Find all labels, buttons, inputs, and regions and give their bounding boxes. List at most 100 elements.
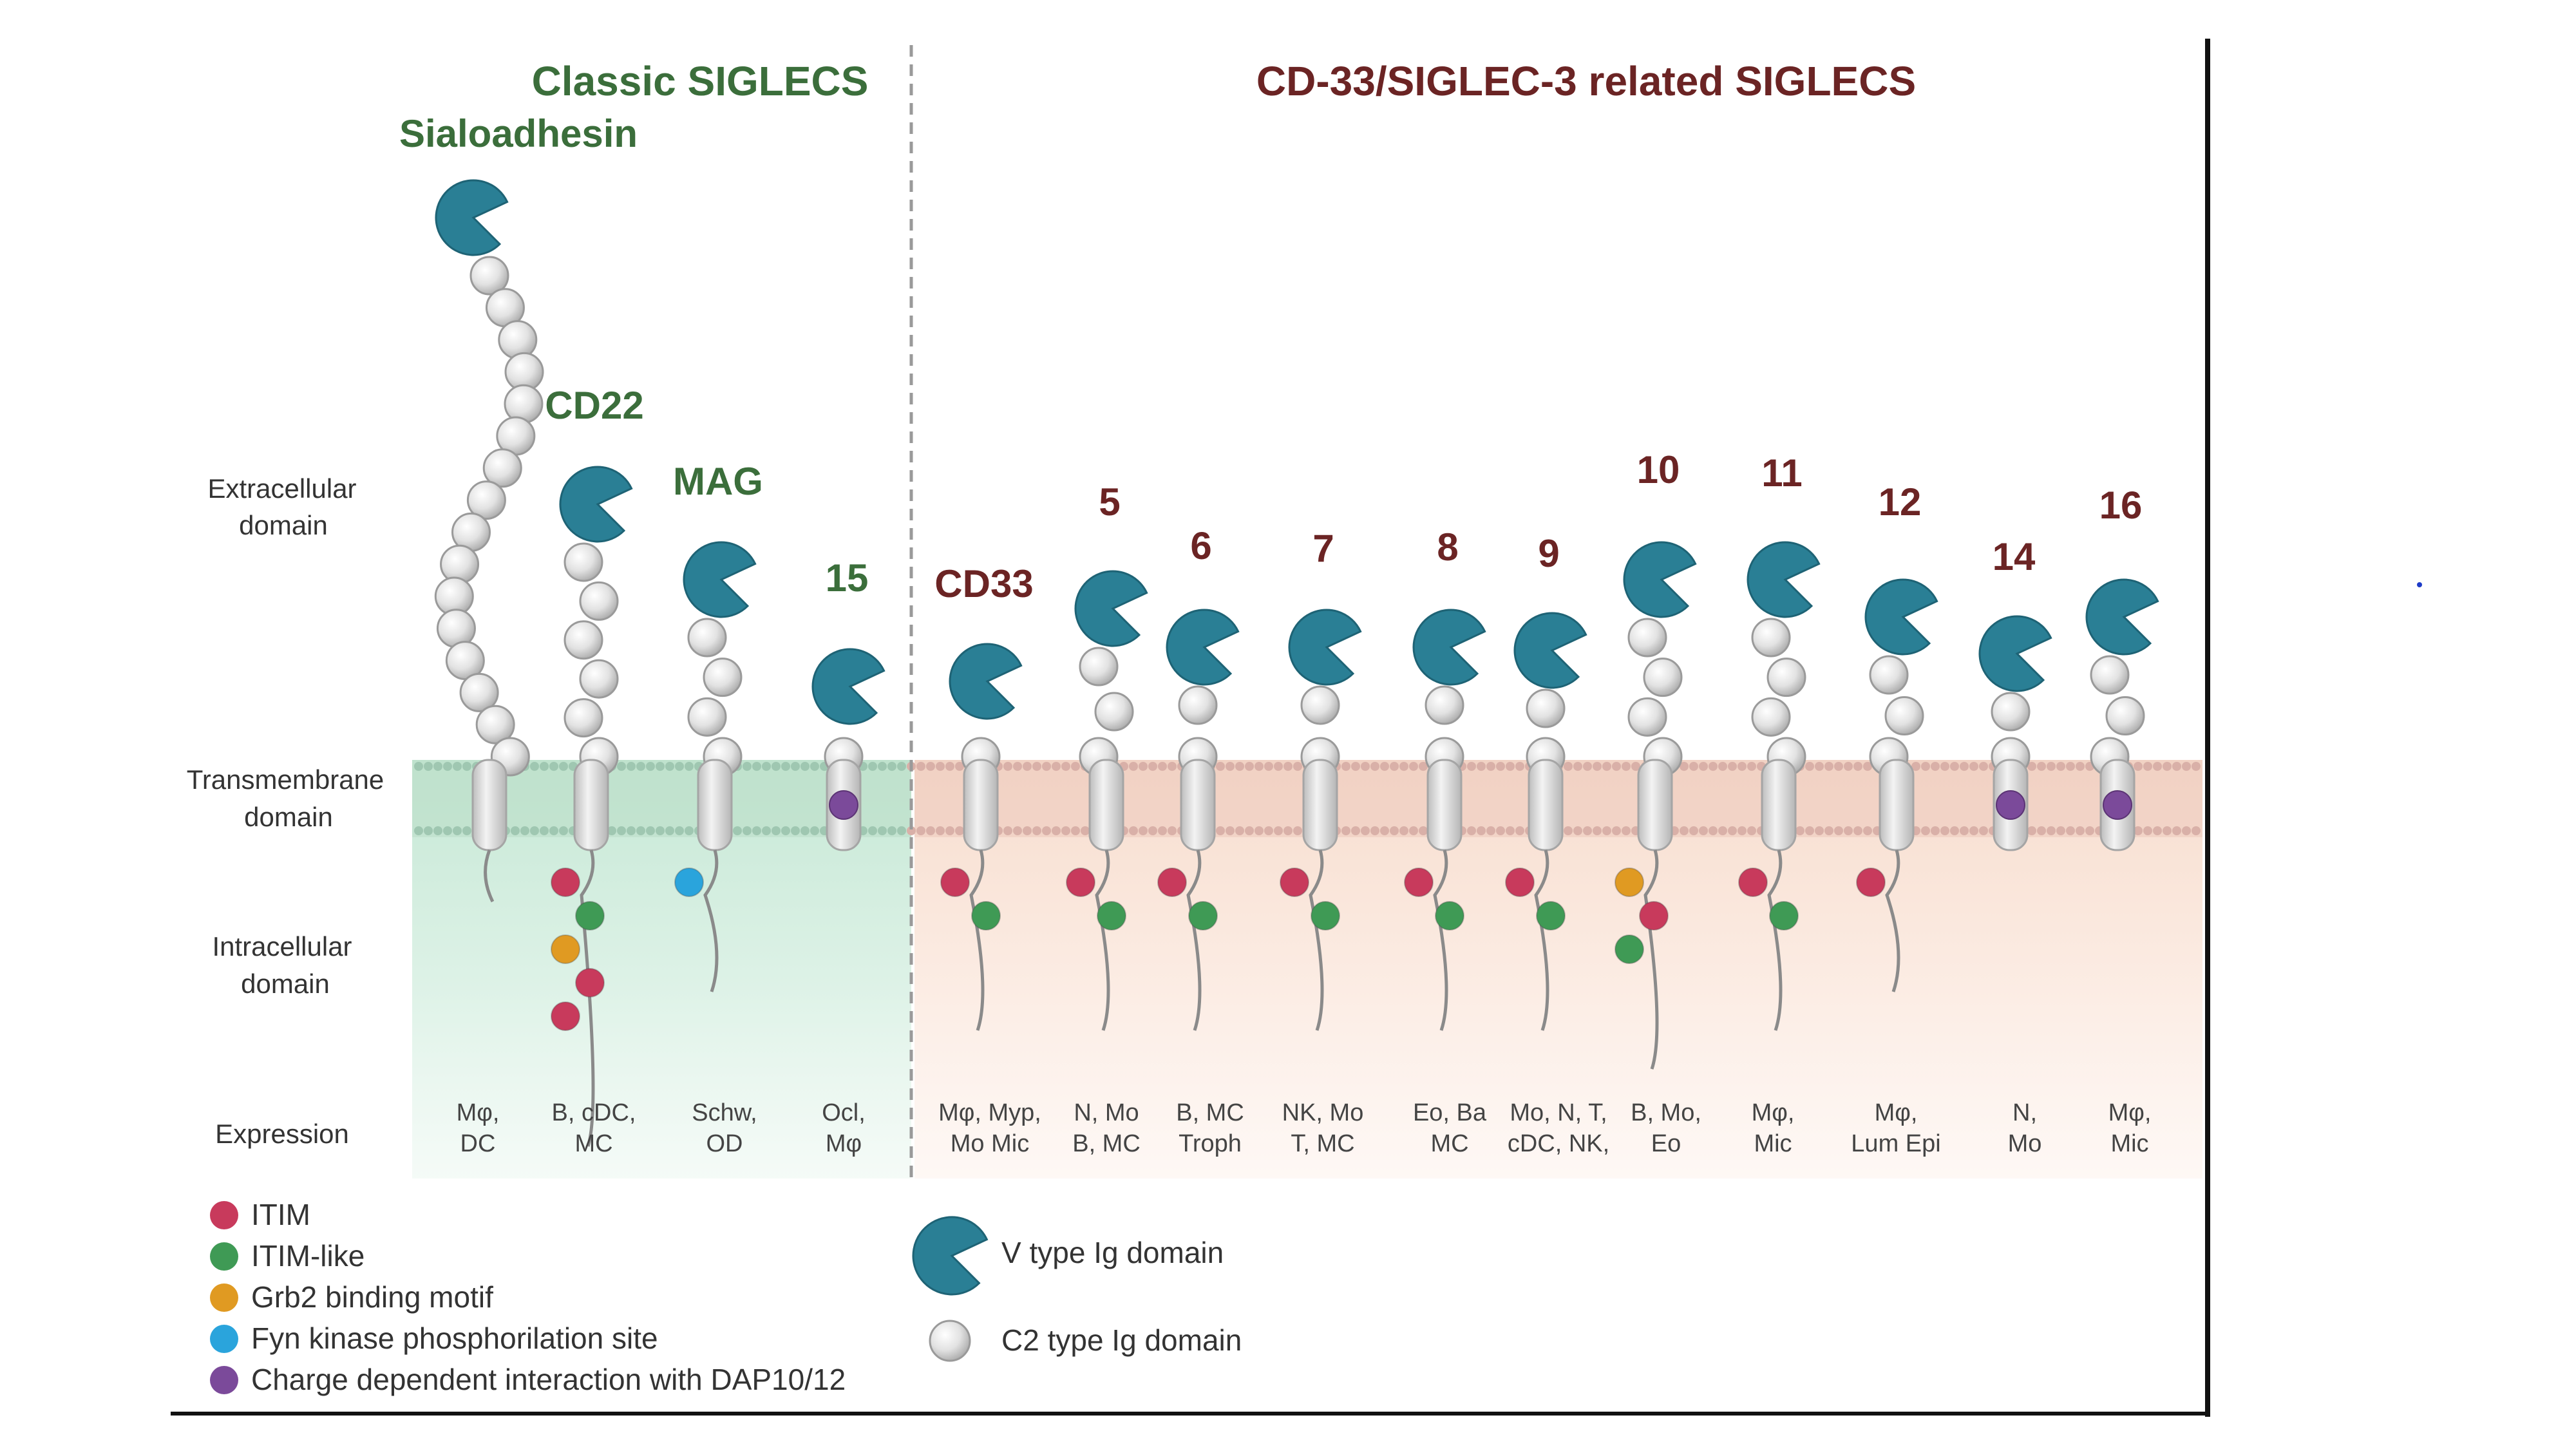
- c2-domain-icon: [504, 384, 544, 424]
- siglec-mag: MAG Schw, OD: [673, 460, 763, 1157]
- membrane-bead: [1515, 826, 1524, 835]
- expression-text: cDC, NK,: [1508, 1130, 1609, 1157]
- membrane-bead: [453, 762, 462, 771]
- c2-domain-icon: [475, 705, 515, 744]
- membrane-bead: [665, 826, 674, 835]
- c2-domain-icon: [687, 697, 727, 737]
- membrane-bead: [1341, 762, 1350, 771]
- membrane-bead: [2172, 762, 2181, 771]
- membrane-bead: [1158, 762, 1167, 771]
- legend-fyn-label: Fyn kinase phosphorilation site: [251, 1321, 658, 1355]
- c2-domain-icon: [459, 672, 499, 712]
- membrane-bead: [559, 826, 568, 835]
- membrane-bead: [1583, 826, 1592, 835]
- membrane-bead: [1612, 762, 1621, 771]
- membrane-bead: [627, 826, 636, 835]
- membrane-bead: [1950, 762, 1959, 771]
- membrane-bead: [675, 762, 684, 771]
- motif-itim: [575, 968, 605, 998]
- membrane-bead: [540, 762, 549, 771]
- siglec-8: 8 Eo, Ba MC: [1404, 526, 1487, 1157]
- siglec-6: 6 B, MC Troph: [1157, 524, 1244, 1157]
- membrane-bead: [1815, 826, 1824, 835]
- motif-grb2: [551, 934, 580, 964]
- membrane-bead: [1583, 762, 1592, 771]
- siglec-proteins: Sialoadhesin Mφ, DC CD22 B, cDC, MC MAG Schw, OD…: [399, 112, 2159, 1157]
- siglec-name: CD33: [934, 562, 1033, 605]
- membrane-bead: [1042, 762, 1051, 771]
- membrane-bead: [781, 826, 790, 835]
- membrane-bead: [1969, 826, 1978, 835]
- v-domain-icon: [1978, 615, 2052, 692]
- membrane-bead: [549, 826, 558, 835]
- membrane-bead: [617, 826, 626, 835]
- membrane-bead: [1496, 762, 1505, 771]
- motif-itim: [551, 867, 580, 897]
- membrane-bead: [656, 762, 665, 771]
- membrane-bead: [2134, 762, 2143, 771]
- siglec-11: 11 Mφ, Mic: [1738, 451, 1821, 1157]
- membrane-bead: [453, 826, 462, 835]
- siglec-7: 7 NK, Mo T, MC: [1280, 527, 1363, 1157]
- membrane-bead: [1013, 826, 1022, 835]
- membrane-bead: [1351, 826, 1360, 835]
- motif-itim: [551, 1001, 580, 1031]
- membrane-bead: [733, 826, 742, 835]
- membrane-bead: [636, 826, 645, 835]
- membrane-bead: [1255, 826, 1264, 835]
- siglec-5: 5 N, Mo B, MC: [1066, 480, 1148, 1157]
- membrane-bead: [1602, 826, 1611, 835]
- membrane-bead: [1003, 762, 1012, 771]
- membrane-bead: [1255, 762, 1264, 771]
- siglec-name: 12: [1879, 480, 1922, 524]
- expression-text: OD: [706, 1130, 743, 1157]
- membrane-bead: [2134, 826, 2143, 835]
- motif-itim_like: [971, 901, 1001, 931]
- expression-text: N,: [2012, 1099, 2037, 1126]
- membrane-bead: [1863, 762, 1872, 771]
- c2-domain-icon: [466, 480, 506, 520]
- membrane-bead: [945, 762, 954, 771]
- transmembrane-segment: [1637, 759, 1673, 851]
- c2-domain-icon: [1627, 618, 1667, 658]
- intracellular-tail: [703, 849, 719, 992]
- expression-text: Mφ,: [2108, 1099, 2152, 1126]
- row-labels: Extracellular domain Transmembrane domai…: [187, 473, 384, 1149]
- membrane-bead: [1283, 762, 1293, 771]
- membrane-bead: [1477, 826, 1486, 835]
- expression-text: Eo, Ba: [1413, 1099, 1487, 1126]
- membrane-bead: [2192, 826, 2201, 835]
- siglec-cd22: CD22 B, cDC, MC: [545, 384, 643, 1157]
- membrane-bead: [1834, 826, 1843, 835]
- membrane-bead: [511, 826, 520, 835]
- expression-text: Mφ,: [1875, 1099, 1918, 1126]
- expression-text: Eo: [1651, 1130, 1681, 1157]
- expression-text: Mic: [2110, 1130, 2148, 1157]
- membrane-bead: [685, 762, 694, 771]
- membrane-bead: [810, 826, 819, 835]
- membrane-bead: [1245, 762, 1254, 771]
- siglec-12: 12 Mφ, Lum Epi: [1851, 480, 1940, 1157]
- membrane-bead: [1863, 826, 1872, 835]
- siglec-16: 16 Mφ, Mic: [2085, 484, 2159, 1157]
- c2-domain-icon: [1751, 618, 1791, 658]
- v-domain-icon: [1412, 609, 1486, 686]
- siglec-name: 8: [1437, 526, 1458, 569]
- membrane-bead: [462, 826, 471, 835]
- membrane-bead: [2143, 826, 2152, 835]
- membrane-bead: [800, 826, 810, 835]
- membrane-bead: [1921, 762, 1930, 771]
- membrane-bead: [916, 762, 925, 771]
- v-domain-icon: [1288, 609, 1362, 686]
- motif-itim: [1639, 901, 1669, 931]
- membrane-bead: [1264, 826, 1273, 835]
- expression-text: Mo Mic: [951, 1130, 1029, 1157]
- motif-dap: [829, 790, 858, 820]
- membrane-bead: [781, 762, 790, 771]
- membrane-bead: [1061, 826, 1070, 835]
- transmembrane-segment: [573, 759, 609, 851]
- membrane-bead: [1815, 762, 1824, 771]
- v-domain-icon: [1166, 609, 1240, 686]
- membrane-bead: [1496, 826, 1505, 835]
- membrane-bead: [675, 826, 684, 835]
